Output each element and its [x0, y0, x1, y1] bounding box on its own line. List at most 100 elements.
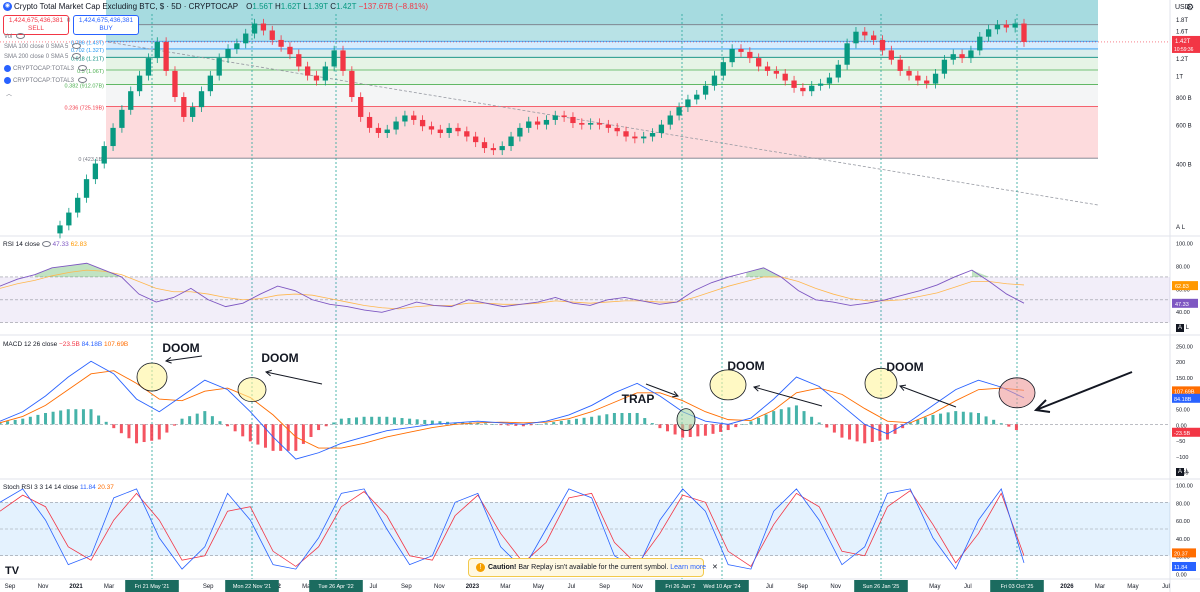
macd-hist-bar-12-0: [271, 424, 275, 451]
annotation-circle-0: [136, 362, 168, 392]
overlay-sma-200[interactable]: SMA 200 close 0 SMA 5: [4, 52, 82, 62]
candle-body-83: [791, 80, 797, 88]
stoch-title: Stoch RSI 3 3 14 14 close: [3, 484, 79, 491]
macd-hist-bar-25-2: [582, 417, 586, 425]
rsi-legend: RSI 14 close 47.33 62.83: [3, 240, 87, 250]
currency-label[interactable]: USD: [1175, 4, 1190, 11]
macd-tick-1: 200: [1176, 360, 1185, 366]
log-scale-button[interactable]: L: [1185, 325, 1190, 331]
log-scale-button[interactable]: L: [1185, 469, 1190, 475]
eye-icon[interactable]: [16, 33, 26, 40]
auto-scale-button[interactable]: A: [1176, 324, 1184, 332]
overlay-compare-1[interactable]: CRYPTOCAP:TOTAL3: [4, 64, 87, 74]
rsi-line: [0, 262, 1025, 313]
candle-body-109: [1021, 23, 1027, 42]
candle-body-54: [534, 121, 541, 125]
macd-hist-bar-2-0: [44, 412, 48, 425]
time-tick-25: Nov: [830, 584, 841, 590]
eye-icon[interactable]: [41, 241, 51, 248]
macd-hist-bar-16-1: [370, 416, 374, 425]
macd-hist-bar-24-2: [559, 420, 563, 425]
macd-hist-bar-26-1: [597, 415, 601, 425]
chart-settings-icon[interactable]: ⚙: [1186, 2, 1195, 12]
candle-body-96: [906, 70, 912, 76]
toast-learn-more-link[interactable]: Learn more: [670, 564, 707, 571]
macd-hist-bar-4-2: [104, 421, 108, 425]
rsi-tick-2: 60.00: [1176, 287, 1190, 293]
macd-hist-bar-28-1: [643, 418, 647, 425]
macd-hist-bar-35-1: [802, 411, 806, 425]
candle-body-73: [702, 85, 709, 95]
macd-hist-bar-44-0: [999, 423, 1003, 425]
price-tick-4: 1T: [1176, 75, 1183, 81]
eye-icon[interactable]: [77, 65, 87, 72]
collapse-legend-icon[interactable]: ︿: [6, 92, 13, 98]
macd-hist-bar-23-2: [537, 424, 541, 425]
macd-hist-bar-11-2: [263, 424, 267, 448]
candle-body-55: [543, 119, 550, 125]
pane-scale-toggle-macd[interactable]: A L: [1176, 468, 1189, 476]
pane-scale-toggle-price[interactable]: A L: [1176, 225, 1185, 231]
time-tick-23: Jul: [766, 584, 774, 590]
candle-body-62: [605, 124, 611, 128]
candle-body-52: [517, 127, 523, 137]
overlay-compare-2[interactable]: CRYPTOCAP:TOTAL3: [4, 76, 87, 86]
macd-hist-bar-21-1: [483, 423, 487, 425]
candle-body-35: [366, 116, 373, 128]
tradingview-logo[interactable]: TV: [5, 565, 20, 577]
toast-message: Bar Replay isn't available for the curre…: [518, 564, 669, 571]
macd-line-value: 84.18B: [81, 341, 103, 348]
annotation-label-4: DOOM: [886, 360, 923, 374]
candle-body-85: [809, 85, 815, 92]
price-tick-1: 1.6T: [1176, 29, 1188, 35]
candle-body-27: [296, 54, 302, 67]
annotation-arrow-2: [645, 383, 679, 397]
macd-hist-bar-18-1: [415, 419, 419, 425]
candle-body-31: [331, 50, 337, 67]
buy-button[interactable]: 1,424,675,436,381 BUY: [73, 15, 139, 35]
sell-button[interactable]: 1,424,675,436,381 SELL: [3, 15, 69, 35]
fib-label-7: 0 (423.1B): [78, 157, 104, 163]
fib-zone-4: [106, 70, 1098, 85]
eye-icon[interactable]: [77, 77, 87, 84]
overlay-sma-100[interactable]: SMA 100 close 0 SMA 5: [4, 42, 82, 52]
close-icon[interactable]: ✕: [712, 564, 718, 571]
candle-body-41: [419, 119, 426, 127]
time-tick-13: Nov: [434, 584, 445, 590]
candle-body-5: [101, 146, 107, 164]
eye-icon[interactable]: [72, 43, 82, 50]
candle-body-101: [950, 54, 956, 60]
stoch-tick-5: 0.00: [1176, 573, 1187, 579]
annotation-label-1: DOOM: [261, 351, 298, 365]
macd-hist-bar-28-2: [650, 423, 654, 425]
overlay-compare-1-label: CRYPTOCAP:TOTAL3: [13, 66, 74, 72]
candle-body-11: [154, 41, 160, 59]
annotation-arrow-current: [1035, 371, 1133, 411]
annotation-label-3: DOOM: [727, 359, 764, 373]
eye-icon[interactable]: [72, 53, 82, 60]
annotation-circle-2: [676, 408, 696, 432]
rsi-tag: [1172, 298, 1198, 308]
candle-body-58: [570, 116, 576, 124]
macd-hist-bar-25-1: [574, 418, 578, 425]
macd-hist-bar-21-0: [476, 422, 480, 425]
candle-body-84: [800, 87, 806, 92]
macd-hist-bar-10-2: [241, 424, 245, 437]
rsi-title: RSI 14 close: [3, 241, 40, 248]
candle-body-60: [587, 123, 594, 125]
macd-hist-bar-7-2: [172, 424, 176, 426]
macd-hist-bar-38-2: [878, 424, 882, 441]
pane-scale-toggle-rsi[interactable]: A L: [1176, 324, 1189, 332]
time-tick-3: Mar: [104, 584, 114, 590]
overlay-vol[interactable]: Vol: [4, 32, 26, 42]
buy-price: 1,424,675,436,381: [78, 17, 134, 24]
stoch-tag-label-0: 11.84: [1174, 565, 1187, 571]
macd-hist-bar-38-0: [863, 424, 867, 444]
auto-scale-button[interactable]: A: [1176, 225, 1181, 231]
candle-body-19: [225, 48, 231, 59]
auto-scale-button[interactable]: A: [1176, 468, 1184, 476]
log-scale-button[interactable]: L: [1181, 225, 1186, 231]
symbol-title[interactable]: Crypto Total Market Cap Excluding BTC, $…: [14, 2, 238, 11]
macd-hist-bar-44-2: [1014, 424, 1018, 431]
